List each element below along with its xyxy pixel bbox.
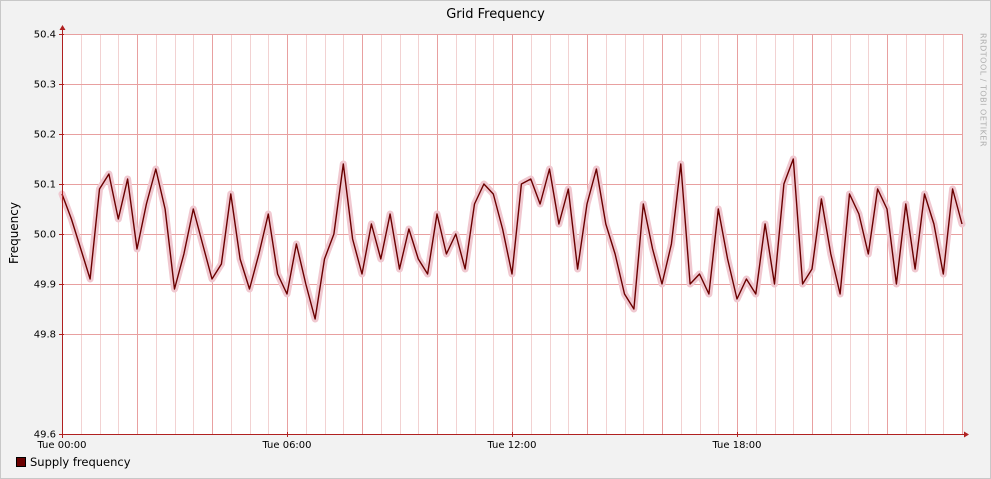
supply-frequency-line <box>61 158 963 320</box>
x-tick-label: Tue 18:00 <box>711 440 761 451</box>
series-line-layer <box>61 158 963 320</box>
y-tick-label: 49.9 <box>34 280 56 291</box>
y-tick-label: 50.1 <box>34 180 56 191</box>
legend: Supply frequency <box>16 455 131 469</box>
y-tick-label: 50.0 <box>34 230 56 241</box>
y-tick-label: 49.6 <box>34 430 56 441</box>
y-axis-arrow <box>59 25 66 30</box>
x-tick-labels: Tue 00:00 Tue 06:00 Tue 12:00 Tue 18:00 <box>36 440 761 451</box>
y-tick-label: 50.2 <box>34 130 56 141</box>
y-tick-label: 49.8 <box>34 330 56 341</box>
x-axis-arrow <box>964 431 969 438</box>
axes <box>59 25 969 438</box>
x-tick-label: Tue 06:00 <box>261 440 311 451</box>
legend-label: Supply frequency <box>30 455 131 469</box>
y-tick-labels: 49.6 49.8 49.9 50.0 50.1 50.2 50.3 50.4 <box>34 30 56 441</box>
legend-swatch <box>16 457 26 467</box>
x-tick-label: Tue 00:00 <box>36 440 86 451</box>
y-tick-label: 50.4 <box>34 30 56 41</box>
chart-title: Grid Frequency <box>446 7 545 22</box>
x-tick-label: Tue 12:00 <box>486 440 536 451</box>
y-tick-label: 50.3 <box>34 80 56 91</box>
